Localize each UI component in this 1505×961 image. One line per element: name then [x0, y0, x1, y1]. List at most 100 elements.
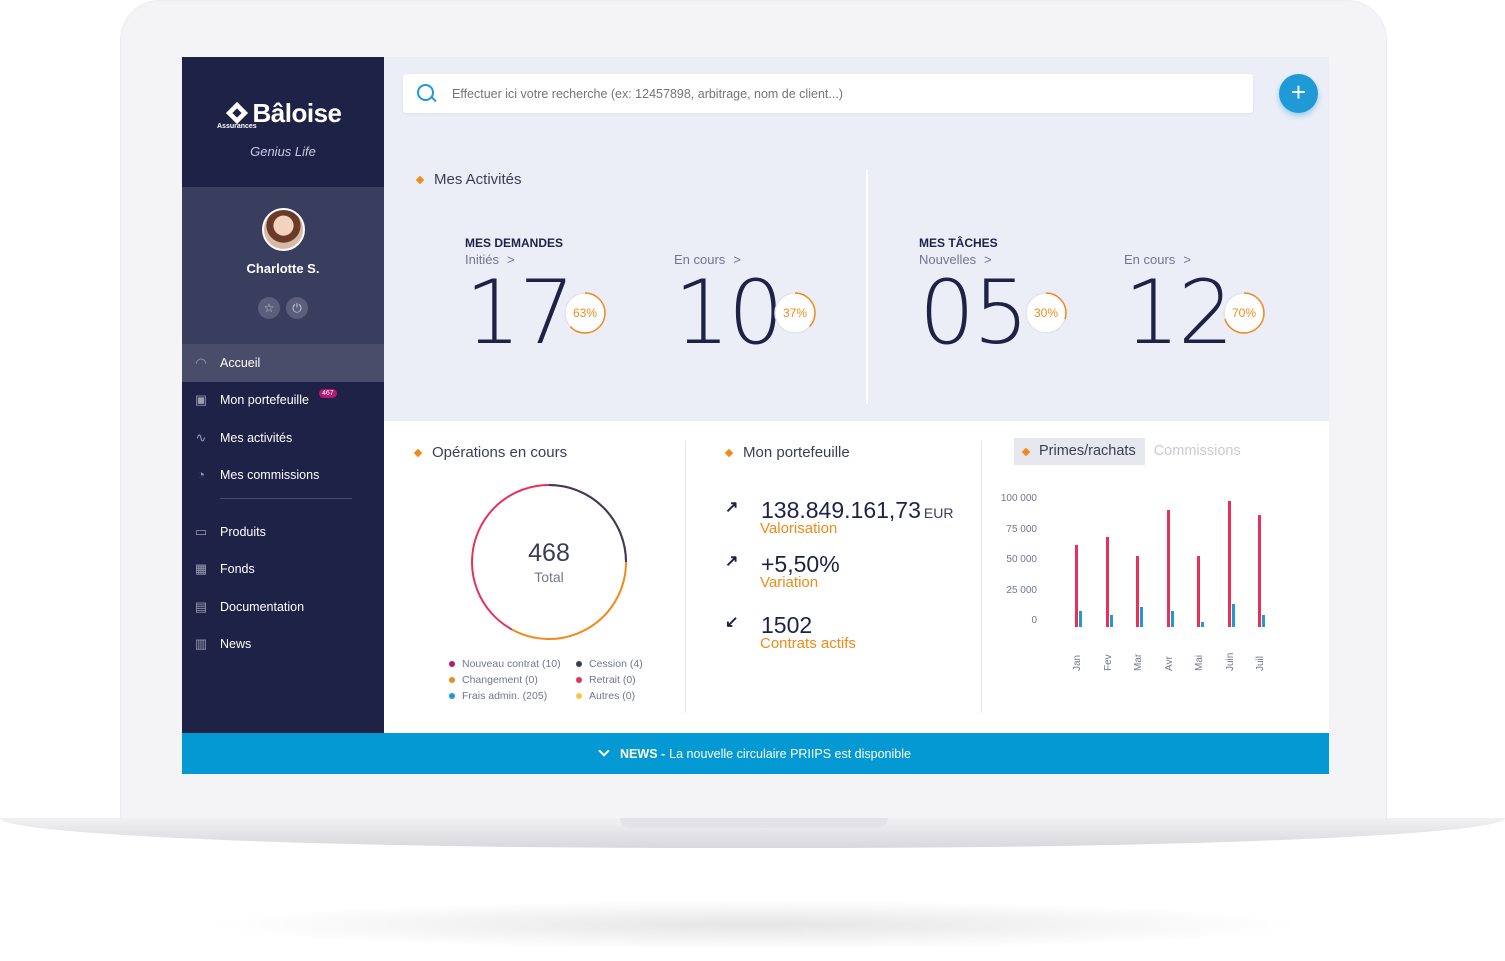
x-tick-label: Juin [1224, 652, 1236, 671]
activities-divider [866, 170, 868, 404]
sidebar-item-label: News [220, 637, 252, 652]
bar-juin-s1[interactable] [1231, 603, 1235, 627]
donut-segment [511, 561, 627, 640]
percent-label: 37% [782, 306, 808, 320]
stat-sublabel: Nouvelles > [919, 252, 992, 267]
dashboard-panels [384, 421, 1329, 733]
bar-fev-s1[interactable] [1109, 614, 1113, 627]
power-icon: ⏻ [292, 301, 302, 315]
sidebar: Bâloise Assurances Genius Life Charlotte… [182, 57, 384, 733]
bar-mai-s0[interactable] [1197, 556, 1200, 627]
sidebar-item-activites[interactable]: ∿ Mes activités [182, 419, 384, 457]
percent-ring-graphic [564, 292, 606, 334]
bar-juin-s0[interactable] [1227, 501, 1231, 627]
bar-juil-s1[interactable] [1262, 614, 1265, 627]
stat-demandes-initiees[interactable]: MES DEMANDES Initiés > 17 [465, 236, 575, 357]
sidebar-item-portefeuille[interactable]: ▣ Mon portefeuille 467 [182, 382, 384, 420]
stat-sublabel: Initiés > [465, 252, 515, 267]
sidebar-item-label: Accueil [220, 355, 261, 370]
kpi-label: Contrats actifs [760, 635, 856, 652]
tab-label: Commissions [1153, 443, 1241, 459]
percent-ring-graphic [1223, 292, 1265, 334]
stat-group-heading: MES TÂCHES [919, 236, 998, 250]
sidebar-item-documentation[interactable]: ▤ Documentation [182, 588, 384, 626]
x-tick-label: Avr [1163, 656, 1175, 671]
brand-block[interactable]: Bâloise Assurances Genius Life [182, 57, 384, 187]
bar-avr-s1[interactable] [1170, 611, 1174, 627]
bar-jan-s1[interactable] [1079, 611, 1082, 627]
sidebar-item-commissions[interactable]: ◔ Mes commissions [182, 457, 384, 495]
operations-donut[interactable] [469, 482, 629, 642]
star-icon: ☆ [263, 301, 275, 315]
percent-ring-graphic [774, 292, 816, 334]
percent-ring-arc [1223, 292, 1265, 334]
bar-mai-s1[interactable] [1201, 622, 1204, 627]
bar-jan-s0[interactable] [1075, 545, 1078, 627]
chevron-down-icon [598, 745, 610, 757]
panel-divider [981, 441, 982, 713]
legend-item: Autres (0) [576, 688, 643, 704]
operations-legend-left: Nouveau contrat (10) Changement (0) Frai… [449, 656, 561, 704]
news-tag: NEWS - [620, 746, 666, 761]
stat-group-heading: MES DEMANDES [465, 236, 564, 250]
chart-tabs: Primes/rachats Commissions [1014, 438, 1250, 465]
nav-divider [220, 498, 352, 499]
legend-item: Nouveau contrat (10) [449, 656, 561, 672]
legend-dot [449, 677, 455, 683]
operations-total-label: Total [534, 569, 564, 585]
diamond-bullet-icon [413, 448, 423, 457]
arrow-down-left-icon: ↙ [725, 614, 739, 631]
brand-name: Bâloise [252, 98, 343, 128]
stat-taches-nouvelles[interactable]: MES TÂCHES Nouvelles > 05 [919, 236, 1029, 364]
sidebar-item-news[interactable]: ▥ News [182, 626, 384, 664]
bar-mar-s0[interactable] [1136, 556, 1139, 627]
sidebar-item-fonds[interactable]: ▦ Fonds [182, 551, 384, 589]
stat-demandes-en-cours[interactable]: En cours > 10 [674, 236, 784, 364]
sidebar-nav: ◠ Accueil ▣ Mon portefeuille 467 ∿ Mes a… [182, 344, 384, 663]
percent-ring-graphic [1025, 292, 1067, 334]
legend-dot [449, 693, 455, 699]
percent-ring: 37% [773, 291, 817, 335]
news-text: La nouvelle circulaire PRIIPS est dispon… [669, 746, 911, 761]
bar-fev-s0[interactable] [1105, 536, 1109, 627]
bar-avr-s0[interactable] [1166, 509, 1170, 627]
legend-item: Cession (4) [576, 656, 643, 672]
sidebar-item-label: Mes commissions [220, 468, 320, 483]
search-bar[interactable] [403, 74, 1253, 113]
baloise-logo-icon [225, 101, 248, 125]
bar-mar-s1[interactable] [1140, 607, 1143, 627]
search-input[interactable] [452, 86, 1212, 101]
sidebar-item-label: Fonds [220, 562, 255, 577]
chevron-right-icon: > [1183, 252, 1191, 267]
legend-dot [576, 661, 582, 667]
stat-value: 05 [919, 261, 1029, 364]
profile-name: Charlotte S. [246, 261, 320, 276]
tab-primes-rachats[interactable]: Primes/rachats [1014, 438, 1145, 465]
tab-commissions[interactable]: Commissions [1145, 438, 1250, 465]
favorites-button[interactable]: ☆ [258, 297, 280, 319]
grid-icon: ▦ [194, 561, 208, 577]
percent-ring: 63% [563, 291, 607, 335]
kpi-label: Valorisation [760, 520, 838, 537]
avatar[interactable] [261, 208, 305, 251]
add-button[interactable]: + [1279, 74, 1318, 113]
calendar-icon: ▥ [194, 636, 208, 652]
document-icon: ▤ [194, 598, 208, 614]
app-screen: Bâloise Assurances Genius Life Charlotte… [182, 57, 1329, 774]
operations-title: Opérations en cours [413, 444, 567, 461]
logout-button[interactable]: ⏻ [286, 297, 308, 319]
activities-title: Mes Activités [415, 171, 522, 188]
stat-group-heading [1124, 236, 1232, 251]
percent-label: 30% [1033, 306, 1059, 320]
percent-ring-arc [1025, 292, 1067, 334]
legend-dot [449, 661, 455, 667]
stat-value: 10 [674, 261, 784, 364]
stat-taches-en-cours[interactable]: En cours > 12 [1124, 236, 1234, 357]
legend-item: Frais admin. (205) [449, 688, 561, 704]
sidebar-item-produits[interactable]: ▭ Produits [182, 513, 384, 551]
bar-juil-s0[interactable] [1258, 514, 1261, 627]
legend-item: Changement (0) [449, 672, 561, 688]
news-banner[interactable]: NEWS - La nouvelle circulaire PRIIPS est… [182, 733, 1329, 774]
sidebar-item-accueil[interactable]: ◠ Accueil [182, 344, 384, 382]
stat-group-heading [674, 236, 782, 251]
